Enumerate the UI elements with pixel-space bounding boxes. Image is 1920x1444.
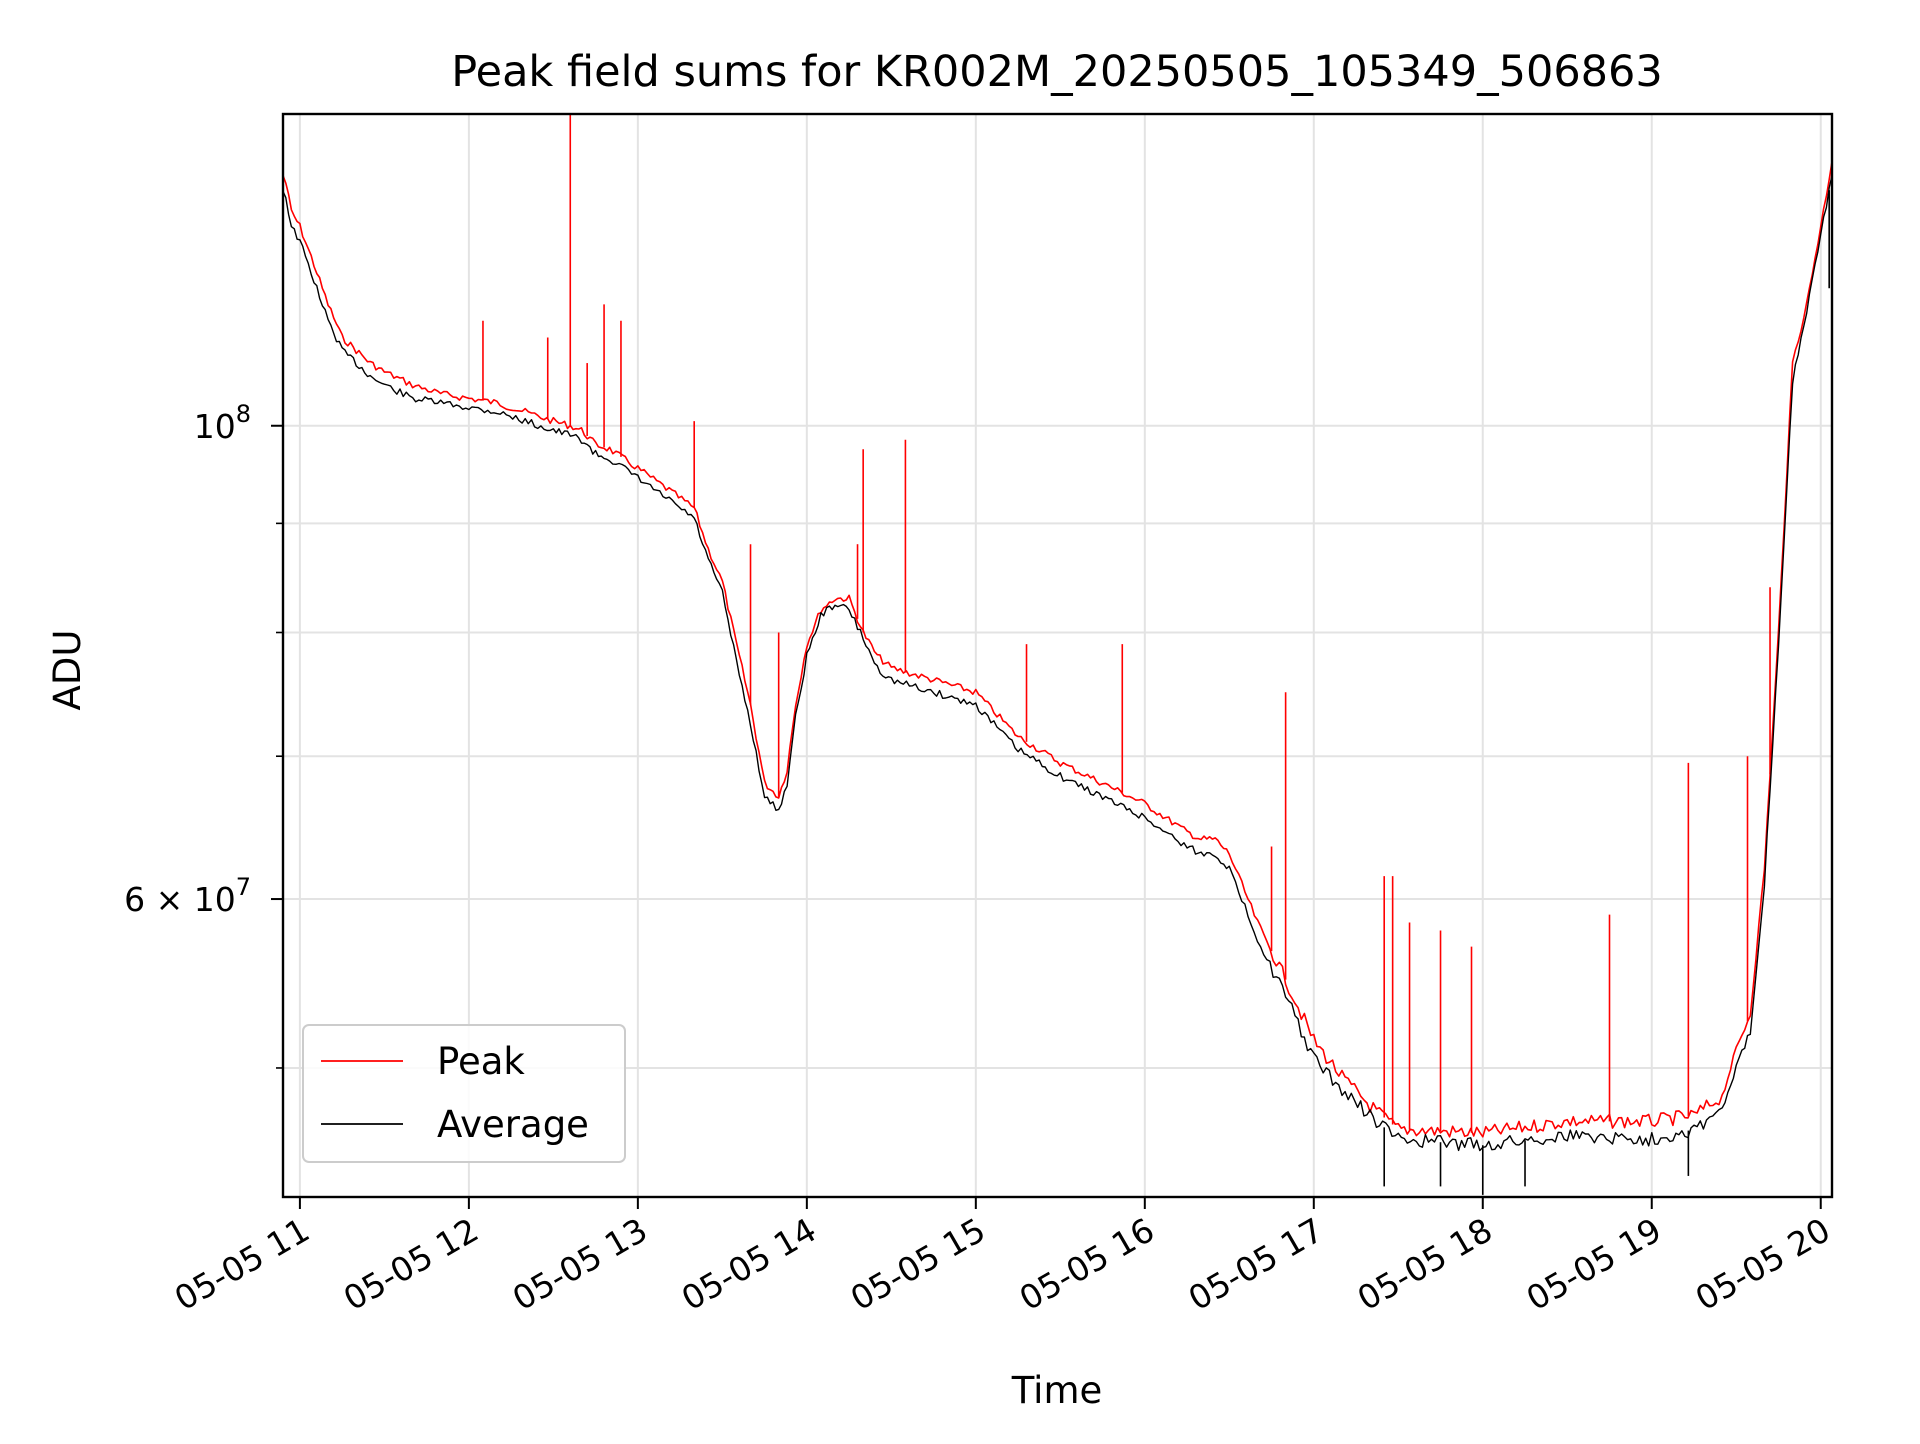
peak-series-line: [283, 161, 1832, 1138]
chart-title: Peak field sums for KR002M_20250505_1053…: [451, 47, 1663, 97]
legend-label-average: Average: [437, 1103, 589, 1146]
legend-box: [302, 1024, 626, 1163]
x-axis-label: Time: [1011, 1369, 1103, 1412]
plot-frame: [281, 112, 1834, 1199]
y-tick-label: 108: [194, 400, 251, 446]
legend-label-peak: Peak: [437, 1040, 525, 1083]
grid: [283, 114, 1832, 1197]
y-tick-label: 6 × 107: [124, 873, 251, 919]
legend: Peak Average: [302, 1024, 626, 1163]
y-axis-label: ADU: [46, 630, 89, 711]
average-series-line: [283, 175, 1832, 1152]
series-layer: [283, 114, 1832, 1195]
